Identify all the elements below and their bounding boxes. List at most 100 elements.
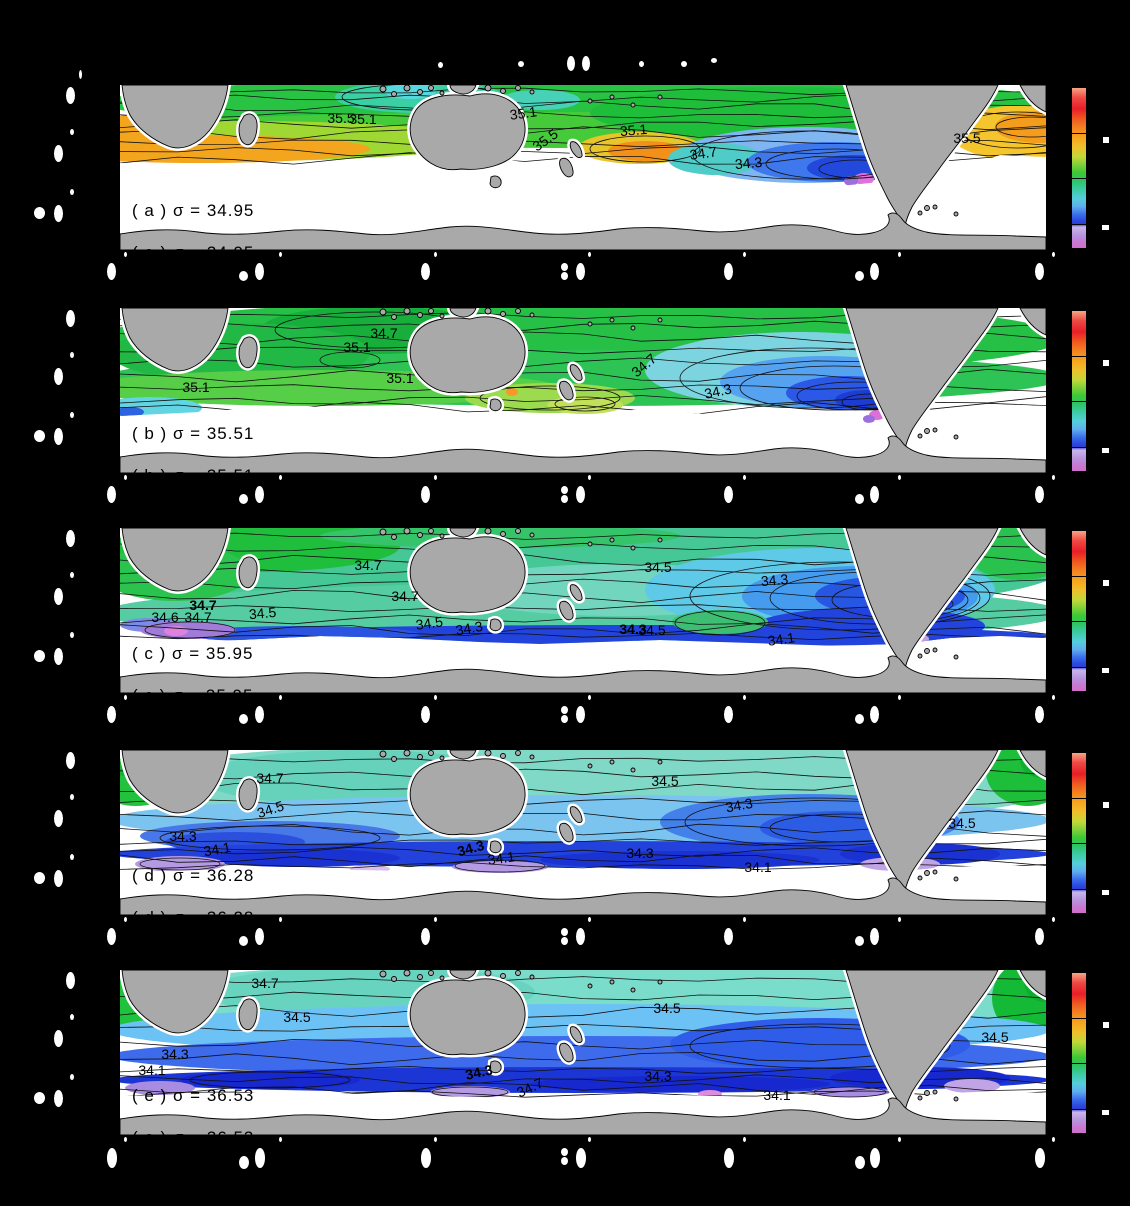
x-label-degree-artifact [724,486,733,503]
title-text-artifact [79,70,82,79]
colorbar-tick [1072,1109,1086,1110]
x-axis-tick [279,917,282,922]
contour-label: 34.5 [248,604,277,622]
x-axis-tick [434,917,437,922]
x-label-degree-artifact [255,486,264,503]
x-axis-tick [898,1137,901,1142]
panel-label-c: ( c ) σ = 35.95 [132,644,253,663]
contour-label: 34.1 [744,859,771,875]
x-axis-tick [588,1137,591,1142]
colorbar-tick [1072,843,1086,844]
x-label-degree-artifact [107,1148,117,1168]
contour-labels: 34.734.534.534.334.534.334.1 34.3 34.1 34.3… [169,770,975,875]
colorbar-tick [1072,621,1086,622]
colorbar-tick [1072,1063,1086,1064]
x-axis-tick [1052,917,1055,922]
x-label-degree-artifact [576,486,585,503]
x-axis-tick [124,1137,127,1142]
contour-label: 34.7 [189,597,216,613]
x-axis-tick [434,475,437,480]
contour-label: 35.1 [182,379,209,395]
title-text-artifact [518,61,524,67]
antarctica [120,877,1046,915]
colorbar-tick [1072,447,1086,448]
x-label-degree-artifact [1035,1148,1045,1168]
contour-label: 34.3 [724,795,754,816]
y-label-degree-artifact [54,810,63,827]
map-panel-a: 35.5 35.1 35.1 35.5 35.1 34.7 34.3 35.5( a ) σ … [120,85,1046,250]
contour-label: 34.7 [256,770,283,786]
y-label-degree-artifact [54,588,63,605]
x-axis-tick [743,252,746,257]
x-label-six-artifact [239,936,248,946]
x-label-six-artifact [239,1156,249,1169]
y-label-degree-artifact [54,428,63,445]
x-axis-tick [743,917,746,922]
title-text-artifact [567,56,575,71]
colorbar-tick [1072,356,1086,357]
x-label-degree-artifact [870,486,879,503]
antarctica [120,1097,1046,1135]
contour-labels: 34.7 34.534.334.734.734.6 34.7 34.534.5 34.3… [151,557,796,649]
y-label-degree-artifact [66,530,75,547]
contour-label: 34.7 [354,557,381,573]
antarctica [120,655,1046,693]
y-label-dot-artifact [70,352,74,358]
y-label-degree-artifact [54,1030,63,1047]
contour-label: 34.1 [767,629,796,649]
y-label-degree-artifact [54,145,63,162]
x-label-degree-artifact [421,1148,431,1168]
colorbar-tick [1072,798,1086,799]
x-axis-tick [124,695,127,700]
x-label-degree-artifact [107,928,116,945]
y-label-dot-artifact [70,794,74,800]
x-label-six-artifact [855,271,864,281]
x-label-degree-artifact [421,263,430,280]
colorbar-label-artifact [1103,360,1109,366]
colorbar-panel-c [1072,531,1086,691]
x-label-eight-artifact [561,1157,568,1165]
x-label-six-artifact [855,714,864,724]
x-axis-tick [279,695,282,700]
contour-label: 34.3 [161,1046,188,1062]
x-label-six-artifact [239,494,248,504]
y-label-dot-artifact [70,572,74,578]
x-label-degree-artifact [421,486,430,503]
contour-label: 35.1 [349,111,376,127]
x-axis-tick [434,695,437,700]
x-axis-tick [1052,695,1055,700]
x-label-degree-artifact [1035,706,1044,723]
x-label-degree-artifact [107,263,116,280]
contour-label: 34.5 [981,1029,1008,1045]
landmasses [120,970,1046,1135]
x-axis-tick [434,1137,437,1142]
y-label-dot-artifact [70,1074,74,1080]
contour-label: 35.1 [343,339,370,355]
x-label-eight-artifact [561,928,568,936]
contour-label: 34.5 [653,1000,680,1016]
colorbar-label-artifact [1103,580,1109,586]
salinity-map-c: 34.7 34.534.334.734.734.6 34.7 34.534.5 34.3… [120,528,1046,693]
y-label-degree-artifact [54,870,63,887]
colorbar-tick [1072,667,1086,668]
contour-label: 34.7 [391,588,418,604]
x-label-degree-artifact [870,263,879,280]
x-label-eight-artifact [561,263,568,271]
y-label-degree-artifact [54,368,63,385]
x-label-six-artifact [855,494,864,504]
x-label-degree-artifact [255,1148,265,1168]
x-label-degree-artifact [870,1148,880,1168]
colorbar-label-artifact [1102,890,1109,895]
y-label-degree-artifact [54,205,63,222]
x-axis-tick [898,475,901,480]
map-panel-e: 34.7 34.5 34.5 34.5 34.3 34.1 34.3 34.7 34.3 34.1… [120,970,1046,1135]
title-text-artifact [438,62,443,68]
colorbar-tick [1072,889,1086,890]
x-axis-tick [743,695,746,700]
x-label-degree-artifact [724,706,733,723]
contour-label: 34.7 [251,975,278,991]
y-label-dot-artifact [70,854,74,860]
contour-label: 35.1 [619,121,648,139]
contour-label: 35.1 [386,370,413,386]
title-text-artifact [582,56,590,71]
